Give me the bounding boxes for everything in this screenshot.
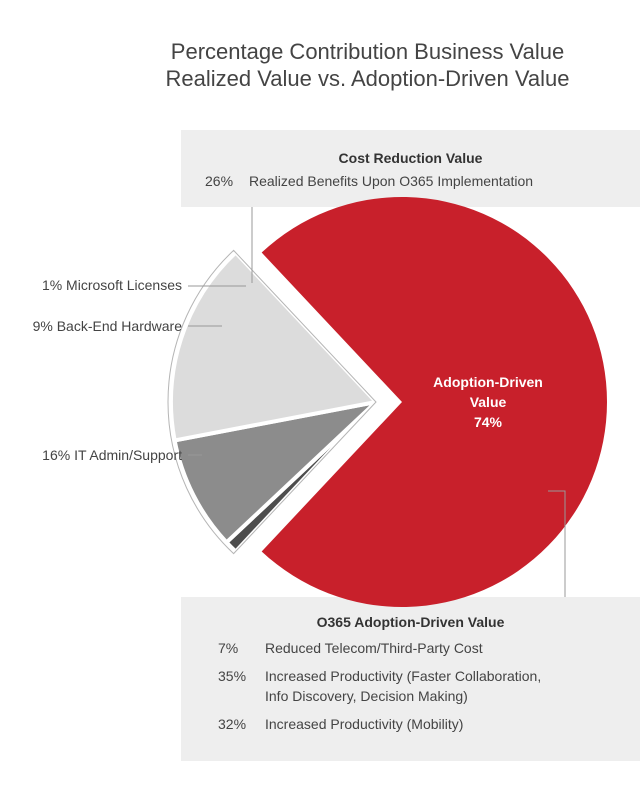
slice-label-hardware: 9% Back-End Hardware	[32, 318, 182, 334]
chart-title: Percentage Contribution Business Value	[170, 39, 565, 64]
slice-label-adoption: Adoption-Driven Value 74%	[398, 372, 578, 432]
slice-label-adoption-pct: 74%	[473, 414, 503, 430]
leader-line-adoption	[548, 490, 566, 597]
cost-reduction-pct: 26%	[205, 173, 234, 189]
cost-reduction-text: Realized Benefits Upon O365 Implementati…	[249, 173, 534, 189]
chart-title-block: Percentage Contribution Business Value R…	[0, 38, 640, 92]
slice-label-adoption-line1: Adoption-Driven	[433, 374, 543, 390]
slice-label-licenses: 1% Microsoft Licenses	[41, 277, 182, 293]
adoption-item-text: Increased Productivity (Mobility)	[265, 716, 464, 732]
slice-back-end-hardware	[172, 398, 383, 546]
slice-it-admin-support	[169, 249, 380, 443]
cost-reduction-group-outline	[167, 249, 377, 555]
slice-label-adoption-line2: Value	[469, 394, 507, 410]
adoption-item-text: Increased Productivity (Faster Collabora…	[265, 668, 542, 684]
adoption-item-text: Reduced Telecom/Third-Party Cost	[265, 640, 483, 656]
adoption-item-pct: 35%	[218, 668, 247, 684]
adoption-box: O365 Adoption-Driven Value 7% Reduced Te…	[181, 597, 640, 761]
slice-label-it-admin: 16% IT Admin/Support	[42, 447, 182, 463]
cost-reduction-title: Cost Reduction Value	[338, 150, 483, 166]
adoption-title: O365 Adoption-Driven Value	[316, 614, 505, 630]
slice-adoption-driven	[261, 196, 607, 607]
cost-reduction-row: 26% Realized Benefits Upon O365 Implement…	[205, 173, 533, 189]
chart-subtitle: Realized Value vs. Adoption-Driven Value	[165, 66, 570, 91]
adoption-item-text-line2: Info Discovery, Decision Making)	[265, 688, 468, 704]
cost-reduction-box: Cost Reduction Value 26% Realized Benefit…	[181, 130, 640, 207]
adoption-item-pct: 7%	[218, 640, 239, 656]
adoption-item-pct: 32%	[218, 716, 247, 732]
